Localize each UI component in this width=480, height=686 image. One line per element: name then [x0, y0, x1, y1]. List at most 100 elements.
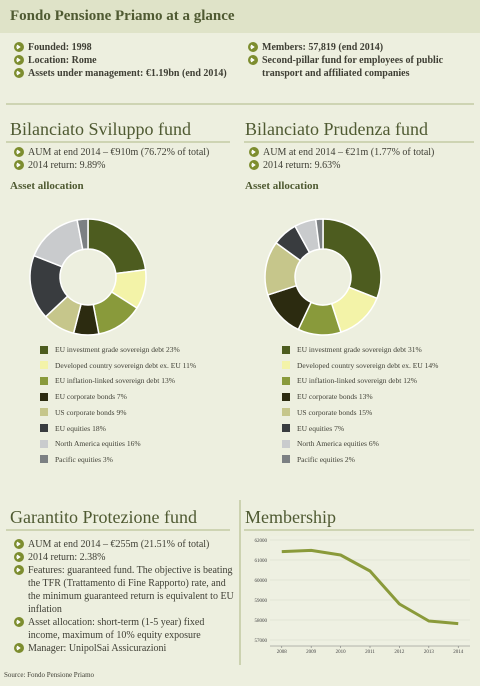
legend-swatch: [40, 439, 48, 448]
legend-item: Pacific equities 2%: [282, 455, 355, 464]
bullet-icon: [14, 55, 24, 65]
bullet-text: Features: guaranteed fund. The objective…: [28, 565, 234, 615]
bullet-icon: [14, 68, 24, 78]
bullet-icon: [14, 147, 24, 157]
bullet-text: AUM at end 2014 – €910m (76.72% of total…: [28, 147, 210, 158]
bullet-icon: [14, 42, 24, 52]
bullet-item: Members: 57,819 (end 2014): [248, 41, 463, 54]
bullet-text: Founded: 1998: [28, 42, 92, 53]
y-tick-label: 62000: [255, 539, 268, 544]
legend-item: EU investment grade sovereign debt 23%: [40, 345, 180, 354]
x-tick-label: 2010: [336, 650, 347, 655]
bullet-icon: [14, 617, 24, 627]
donut-slice: [87, 218, 147, 275]
chart-title: Asset allocation: [245, 180, 319, 192]
legend-label: North America equities: [55, 439, 125, 449]
legend-value: 6%: [368, 439, 379, 449]
legend-value: 31%: [408, 345, 422, 354]
bullet-icon: [14, 552, 24, 562]
bullet-item: Asset allocation: short-term (1-5 year) …: [14, 616, 234, 642]
legend-label: Developed country sovereign debt ex. EU: [55, 360, 181, 370]
legend-label: Pacific equities: [297, 454, 344, 464]
page-title: Fondo Pensione Priamo at a glance: [10, 8, 235, 24]
legend-value: 15%: [358, 407, 373, 417]
donut-slice: [314, 218, 324, 251]
legend-label: EU corporate bonds: [55, 392, 115, 402]
legend-item: North America equities 6%: [282, 439, 379, 448]
legend-item: US corporate bonds 15%: [282, 408, 372, 417]
plot-area: [270, 536, 470, 646]
y-tick-label: 60000: [255, 579, 268, 584]
bullet-text: Location: Rome: [28, 55, 97, 66]
bullet-icon: [249, 160, 259, 170]
bullet-item: Founded: 1998: [14, 41, 229, 54]
legend-item: Developed country sovereign debt ex. EU …: [40, 361, 196, 370]
bullet-icon: [14, 565, 24, 575]
bullet-item: Manager: UnipolSai Assicurazioni: [14, 642, 234, 655]
legend-swatch: [40, 424, 48, 432]
bullet-text: Second-pillar fund for employees of publ…: [262, 55, 444, 79]
legend-swatch: [282, 439, 290, 448]
legend-value: 12%: [403, 376, 417, 386]
line-series: [281, 548, 459, 626]
legend-item: EU equities 18%: [40, 424, 106, 433]
legend-item: Developed country sovereign debt ex. EU …: [282, 361, 438, 370]
legend-item: US corporate bonds 9%: [40, 408, 126, 417]
legend-item: EU investment grade sovereign debt 31%: [282, 345, 422, 354]
legend-item: EU corporate bonds 7%: [40, 392, 127, 401]
chart-title: Membership: [245, 507, 336, 527]
bullet-item: 2014 return: 9.63%: [249, 159, 474, 172]
x-tick-label: 2011: [365, 650, 375, 655]
bullet-item: Second-pillar fund for employees of publ…: [248, 54, 463, 80]
x-tick-label: 2008: [277, 650, 288, 655]
legend-swatch: [40, 408, 48, 417]
legend-swatch: [40, 345, 48, 354]
x-tick-label: 2014: [453, 650, 464, 655]
legend-swatch: [40, 376, 48, 385]
bullet-item: AUM at end 2014 – €910m (76.72% of total…: [14, 146, 239, 159]
legend-value: 13%: [358, 392, 373, 402]
chart-title: Asset allocation: [10, 180, 84, 192]
bullet-icon: [249, 147, 259, 157]
donut-slice: [322, 218, 382, 300]
legend-label: Developed country sovereign debt ex. EU: [297, 360, 423, 370]
legend-swatch: [282, 408, 290, 417]
legend-item: Pacific equities 3%: [40, 455, 113, 464]
bullet-item: Assets under management: €1.19bn (end 20…: [14, 67, 229, 80]
legend-label: North America equities: [297, 439, 367, 449]
bullet-text: Members: 57,819 (end 2014): [262, 42, 384, 53]
legend-label: EU corporate bonds: [297, 392, 357, 402]
legend-swatch: [282, 376, 290, 385]
legend-swatch: [282, 392, 290, 401]
legend-value: 23%: [166, 345, 180, 354]
legend-label: EU investment grade sovereign debt: [297, 345, 407, 354]
bullet-text: Assets under management: €1.19bn (end 20…: [28, 68, 227, 79]
bullet-item: AUM at end 2014 – €255m (21.51% of total…: [14, 538, 234, 551]
legend-value: 13%: [161, 376, 175, 386]
fund-title: Bilanciato Sviluppo fund: [10, 119, 191, 139]
legend-value: 3%: [102, 454, 113, 464]
bullet-item: AUM at end 2014 – €21m (1.77% of total): [249, 146, 474, 159]
title-band: [0, 0, 480, 33]
source: Source: Fondo Pensione Priamo: [4, 671, 95, 679]
bullet-icon: [248, 42, 258, 52]
legend-item: North America equities 16%: [40, 439, 141, 448]
legend-swatch: [282, 424, 290, 432]
legend-value: 7%: [334, 423, 345, 433]
legend-label: EU inflation-linked sovereign debt: [55, 376, 160, 386]
legend-swatch: [282, 455, 290, 464]
bullet-text: 2014 return: 9.63%: [263, 160, 341, 171]
bullet-icon: [248, 55, 258, 65]
bullet-icon: [14, 643, 24, 653]
fund-title: Bilanciato Prudenza fund: [245, 119, 428, 139]
bullet-item: Features: guaranteed fund. The objective…: [14, 564, 234, 616]
bullet-text: AUM at end 2014 – €21m (1.77% of total): [263, 147, 435, 158]
legend-label: Pacific equities: [55, 454, 102, 464]
bullet-text: 2014 return: 9.89%: [28, 160, 106, 171]
legend-swatch: [282, 345, 290, 354]
legend-swatch: [40, 455, 48, 464]
bullet-text: Asset allocation: short-term (1-5 year) …: [28, 617, 205, 641]
legend-swatch: [282, 361, 290, 370]
